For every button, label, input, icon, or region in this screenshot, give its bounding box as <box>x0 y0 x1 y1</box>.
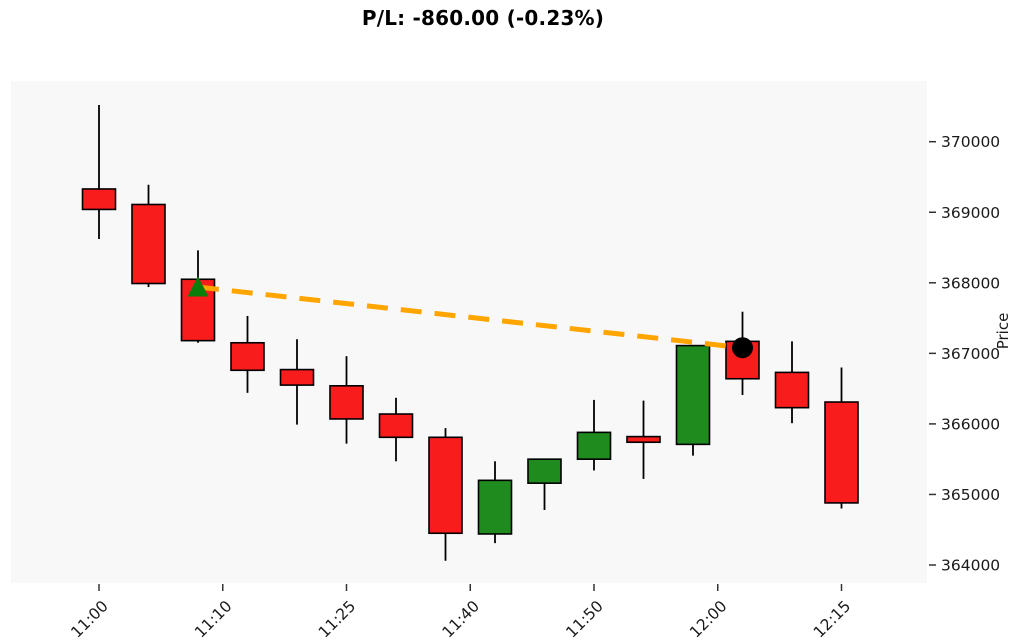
x-tick-label: 11:25 <box>315 597 359 641</box>
x-tick-label: 12:15 <box>810 597 854 641</box>
candle-body-down <box>824 401 859 504</box>
x-tick-label: 12:00 <box>686 597 730 641</box>
candle-body-down <box>378 413 414 439</box>
trade-line <box>197 284 743 351</box>
y-tick-label: 370000 <box>941 133 1000 151</box>
candle-body-up <box>675 344 711 446</box>
x-tick-label: 11:00 <box>68 597 112 641</box>
plot-background <box>11 81 927 583</box>
x-tick-label: 11:40 <box>439 597 483 641</box>
y-tick-label: 367000 <box>941 345 1000 363</box>
y-axis-label: Price <box>994 313 1012 350</box>
candle-body-down <box>131 203 166 285</box>
candle-body-up <box>477 479 513 535</box>
candle-body-up <box>576 431 612 460</box>
x-tick-label: 11:50 <box>563 597 607 641</box>
x-tick-label: 11:10 <box>191 597 235 641</box>
y-tick-label: 368000 <box>941 274 1000 292</box>
y-tick-label: 365000 <box>941 486 1000 504</box>
exit-marker-icon <box>732 337 753 359</box>
candle-body-down <box>725 340 760 380</box>
candle-body-up <box>527 458 562 484</box>
candle-body-down <box>279 368 315 386</box>
y-tick-label: 364000 <box>941 557 1000 575</box>
candle-body-down <box>428 436 463 535</box>
chart-title: P/L: -860.00 (-0.23%) <box>361 6 605 30</box>
candle-body-down <box>81 188 117 211</box>
y-tick-label: 366000 <box>941 415 1000 433</box>
candle-body-down <box>626 435 661 444</box>
candle-body-down <box>329 385 364 420</box>
y-tick-label: 369000 <box>941 204 1000 222</box>
entry-marker-icon <box>187 276 209 297</box>
candle-body-down <box>774 371 810 409</box>
candle-body-down <box>230 341 265 372</box>
